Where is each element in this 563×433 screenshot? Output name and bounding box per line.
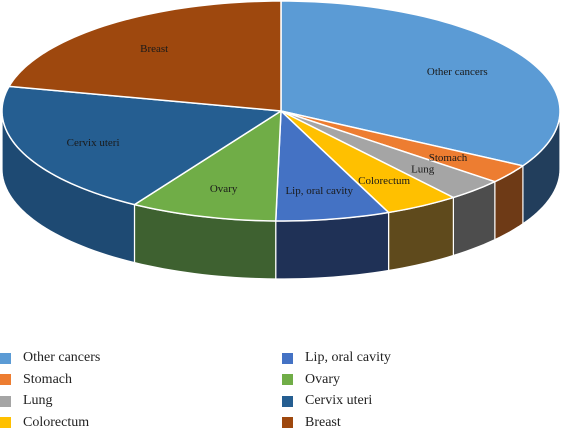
legend-swatch-lung — [0, 395, 11, 407]
pie-side-lip-oral-cavity — [275, 211, 390, 280]
pie-tops — [1, 0, 561, 222]
pie-slice-lung — [280, 110, 496, 199]
slice-label-stomach: Stomach — [429, 152, 468, 164]
legend-item-lung: Lung — [0, 391, 53, 411]
pie-slice-breast — [8, 0, 282, 112]
legend-swatch-other-cancers — [0, 352, 11, 364]
legend-item-stomach: Stomach — [0, 370, 72, 390]
legend-swatch-breast — [282, 417, 293, 428]
legend-item-breast: Breast — [282, 413, 341, 433]
slice-label-other-cancers: Other cancers — [427, 66, 488, 78]
legend-item-ovary: Ovary — [282, 370, 340, 390]
pie-slice-ovary — [133, 110, 282, 222]
pie-slice-cervix-uteri — [1, 85, 282, 206]
legend-swatch-colorectum — [0, 417, 11, 428]
legend-swatch-lip-oral-cavity — [282, 352, 293, 364]
legend-item-lip-oral-cavity: Lip, oral cavity — [282, 348, 391, 368]
legend-item-other-cancers: Other cancers — [0, 348, 100, 368]
pie-slice-other-cancers — [280, 0, 561, 167]
slice-label-ovary: Ovary — [210, 183, 238, 195]
slice-label-lip-oral-cavity: Lip, oral cavity — [285, 185, 353, 197]
pie-slice-lip-oral-cavity — [274, 110, 390, 222]
slice-label-lung: Lung — [411, 164, 435, 176]
legend: Other cancers Stomach Lung Colorectum Lip, o… — [0, 344, 563, 430]
pie-sides — [1, 110, 561, 280]
legend-swatch-ovary — [282, 374, 293, 385]
slice-label-cervix-uteri: Cervix uteri — [67, 137, 120, 149]
legend-label-lung: Lung — [23, 393, 53, 408]
legend-label-lip-oral-cavity: Lip, oral cavity — [305, 350, 391, 365]
legend-item-cervix-uteri: Cervix uteri — [282, 391, 372, 411]
slice-label-colorectum: Colorectum — [358, 175, 410, 187]
legend-label-cervix-uteri: Cervix uteri — [305, 393, 373, 408]
legend-label-breast: Breast — [305, 414, 341, 430]
pie-slice-stomach — [280, 110, 524, 183]
legend-label-ovary: Ovary — [305, 371, 340, 387]
pie-slice-colorectum — [280, 110, 455, 214]
slice-label-breast: Breast — [140, 43, 168, 55]
legend-label-stomach: Stomach — [23, 371, 72, 387]
legend-item-colorectum: Colorectum — [0, 413, 89, 433]
legend-swatch-stomach — [0, 374, 11, 385]
legend-label-other-cancers: Other cancers — [23, 350, 101, 365]
legend-swatch-cervix-uteri — [282, 395, 293, 407]
legend-label-colorectum: Colorectum — [23, 414, 90, 430]
